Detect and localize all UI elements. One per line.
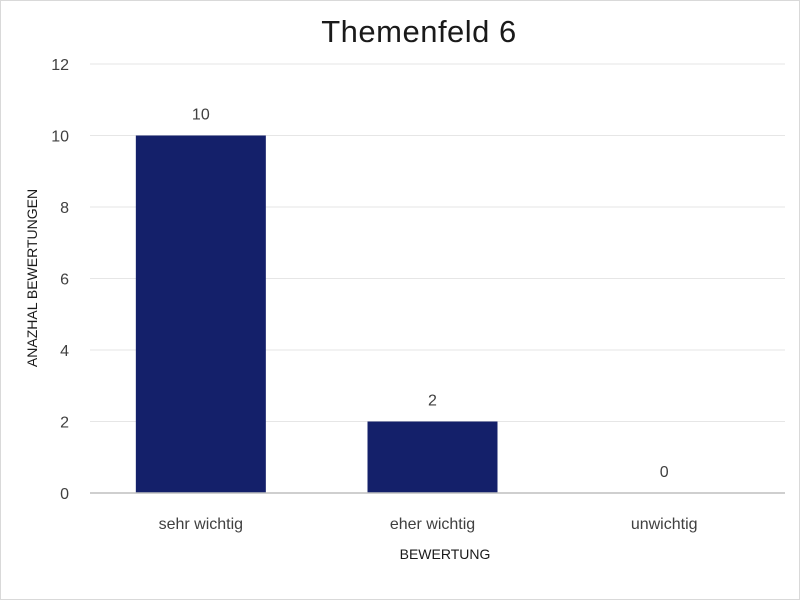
y-tick-label: 0 <box>60 486 69 503</box>
chart-title: Themenfeld 6 <box>321 14 517 49</box>
data-labels: 10 2 0 <box>192 107 669 482</box>
data-label: 2 <box>428 393 437 410</box>
bar <box>135 135 266 493</box>
category-label: eher wichtig <box>390 516 475 533</box>
category-label: sehr wichtig <box>159 516 243 533</box>
category-labels: sehr wichtig eher wichtig unwichtig <box>159 516 698 533</box>
category-label: unwichtig <box>631 516 698 533</box>
x-axis-title: BEWERTUNG <box>400 546 491 562</box>
bars <box>135 135 498 493</box>
y-tick-label: 6 <box>60 272 69 289</box>
y-axis-title: ANAZHAL BEWERTUNGEN <box>24 189 40 367</box>
y-tick-label: 8 <box>60 200 69 217</box>
y-tick-label: 2 <box>60 415 69 432</box>
y-tick-label: 12 <box>51 57 69 74</box>
data-label: 0 <box>660 464 669 481</box>
y-tick-label: 4 <box>60 343 69 360</box>
y-tick-label: 10 <box>51 129 69 146</box>
bar <box>367 421 498 493</box>
data-label: 10 <box>192 107 210 124</box>
y-axis-ticks: 0 2 4 6 8 10 12 <box>51 57 69 503</box>
